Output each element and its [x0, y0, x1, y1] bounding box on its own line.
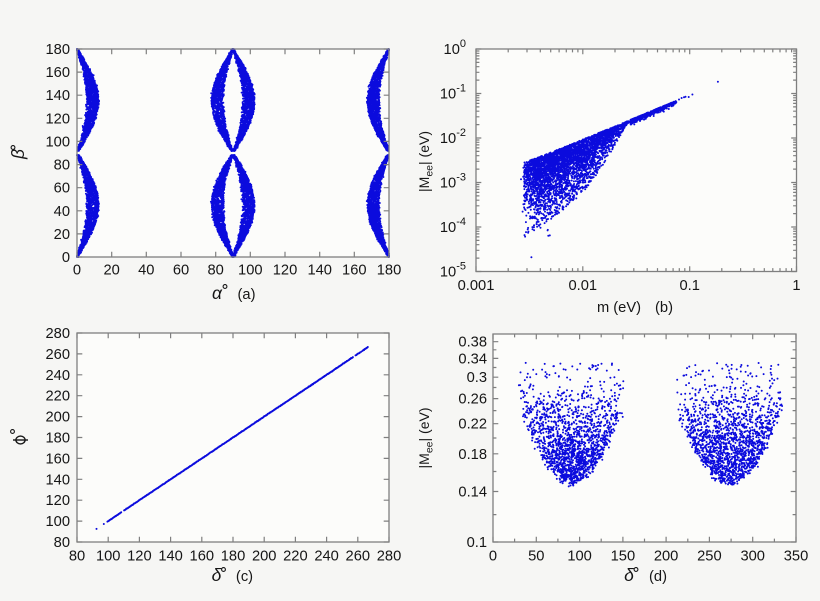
- svg-text:160: 160: [342, 263, 367, 279]
- svg-text:280: 280: [45, 326, 70, 342]
- svg-text:(b): (b): [655, 300, 673, 316]
- svg-text:δ: δ: [212, 565, 222, 585]
- svg-text:100: 100: [45, 134, 70, 150]
- svg-text:0: 0: [489, 549, 497, 565]
- svg-text:0.1: 0.1: [467, 535, 487, 551]
- svg-text:180: 180: [45, 42, 70, 58]
- svg-text:180: 180: [221, 549, 246, 565]
- svg-text:100: 100: [238, 263, 263, 279]
- svg-text:140: 140: [45, 472, 70, 488]
- svg-text:50: 50: [528, 549, 544, 565]
- svg-text:|Mee| (eV): |Mee| (eV): [416, 408, 436, 469]
- svg-text:δ: δ: [624, 565, 634, 585]
- svg-text:100: 100: [45, 514, 70, 530]
- svg-text:120: 120: [273, 263, 298, 279]
- svg-text:1: 1: [792, 278, 800, 294]
- svg-text:|Mee| (eV): |Mee| (eV): [416, 131, 436, 192]
- svg-text:20: 20: [54, 227, 70, 243]
- svg-text:80: 80: [54, 535, 70, 551]
- svg-text:200: 200: [252, 549, 277, 565]
- svg-text:240: 240: [314, 549, 339, 565]
- svg-text:40: 40: [54, 204, 70, 220]
- svg-text:120: 120: [45, 493, 70, 509]
- svg-text:120: 120: [45, 111, 70, 127]
- svg-text:40: 40: [138, 263, 154, 279]
- svg-text:80: 80: [54, 158, 70, 174]
- svg-text:140: 140: [158, 549, 183, 565]
- svg-text:20: 20: [104, 263, 120, 279]
- svg-text:α: α: [212, 283, 223, 303]
- svg-text:0.1: 0.1: [679, 278, 699, 294]
- svg-text:300: 300: [740, 549, 765, 565]
- svg-text:180: 180: [45, 431, 70, 447]
- svg-text:160: 160: [45, 65, 70, 81]
- svg-text:220: 220: [45, 389, 70, 405]
- svg-text:350: 350: [784, 549, 809, 565]
- svg-text:160: 160: [190, 549, 215, 565]
- svg-text:260: 260: [45, 347, 70, 363]
- svg-text:80: 80: [208, 263, 224, 279]
- svg-text:200: 200: [45, 410, 70, 426]
- svg-text:0.001: 0.001: [458, 278, 495, 294]
- svg-text:80: 80: [69, 549, 85, 565]
- svg-text:240: 240: [45, 368, 70, 384]
- svg-text:0.01: 0.01: [569, 278, 598, 294]
- svg-text:0: 0: [62, 250, 70, 266]
- svg-text:140: 140: [45, 88, 70, 104]
- svg-text:120: 120: [127, 549, 152, 565]
- svg-text:100: 100: [96, 549, 121, 565]
- svg-text:60: 60: [173, 263, 189, 279]
- svg-text:β: β: [8, 149, 28, 160]
- svg-text:100: 100: [567, 549, 592, 565]
- svg-text:160: 160: [45, 451, 70, 467]
- svg-text:0.26: 0.26: [458, 392, 487, 408]
- svg-text:200: 200: [654, 549, 679, 565]
- svg-text:0: 0: [73, 263, 81, 279]
- svg-text:0.18: 0.18: [458, 447, 487, 463]
- svg-text:140: 140: [307, 263, 332, 279]
- svg-text:150: 150: [611, 549, 636, 565]
- svg-text:m (eV): m (eV): [597, 300, 641, 316]
- svg-text:0.34: 0.34: [458, 351, 487, 367]
- svg-text:(c): (c): [236, 569, 253, 585]
- svg-text:(d): (d): [649, 569, 667, 585]
- svg-text:220: 220: [283, 549, 308, 565]
- svg-text:250: 250: [697, 549, 722, 565]
- svg-text:280: 280: [377, 549, 402, 565]
- svg-text:60: 60: [54, 181, 70, 197]
- svg-text:0.14: 0.14: [458, 485, 487, 501]
- svg-text:180: 180: [377, 263, 402, 279]
- svg-text:0.22: 0.22: [458, 417, 487, 433]
- svg-text:0.3: 0.3: [467, 370, 487, 386]
- svg-text:(a): (a): [238, 287, 256, 303]
- svg-text:0.38: 0.38: [458, 335, 487, 351]
- svg-text:260: 260: [346, 549, 371, 565]
